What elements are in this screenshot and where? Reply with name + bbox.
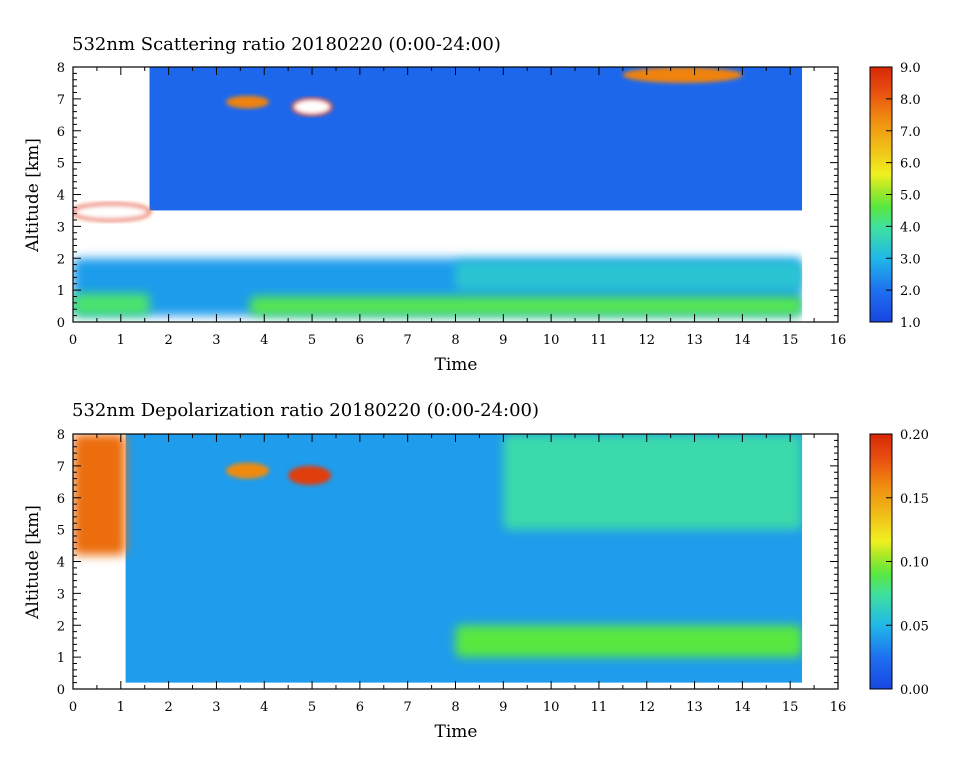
x-tick-label: 3 <box>212 333 220 348</box>
heatmap-cloud <box>288 465 332 485</box>
y-tick-label: 2 <box>57 252 65 267</box>
colorbar: 0.00 0.05 0.10 0.15 0.20 <box>869 428 929 698</box>
x-tick-label: 2 <box>164 700 172 715</box>
x-tick-label: 15 <box>782 333 799 348</box>
colorbar-tick-label: 1.0 <box>900 316 921 331</box>
x-tick-label: 4 <box>260 333 268 348</box>
x-tick-label: 16 <box>830 333 847 348</box>
y-tick-label: 7 <box>57 93 65 108</box>
colorbar-tick-label: 5.0 <box>900 189 921 204</box>
heatmap-plot <box>73 67 803 316</box>
y-tick-label: 1 <box>57 651 65 666</box>
colorbar-tick-label: 0.00 <box>900 683 929 698</box>
colorbar-tick-label: 8.0 <box>900 93 921 108</box>
y-tick-label: 3 <box>57 587 65 602</box>
y-tick-label: 5 <box>57 157 65 172</box>
scattering-ratio-panel: 532nm Scattering ratio 20180220 (0:00-24… <box>23 34 921 375</box>
heatmap-layer <box>503 434 803 530</box>
x-axis-label: Time <box>435 722 478 742</box>
heatmap-background <box>149 67 803 211</box>
x-tick-label: 13 <box>686 700 703 715</box>
depolarization-ratio-panel: 532nm Depolarization ratio 20180220 (0:0… <box>23 400 929 742</box>
y-tick-label: 0 <box>57 683 65 698</box>
colorbar-tick-label: 9.0 <box>900 61 921 76</box>
x-axis-label: Time <box>435 355 478 375</box>
heatmap-cloud <box>73 202 151 222</box>
x-tick-label: 7 <box>404 333 412 348</box>
x-tick-label: 5 <box>308 700 316 715</box>
y-axis-label: Altitude [km] <box>23 138 43 253</box>
y-tick-label: 6 <box>57 492 65 507</box>
x-tick-label: 11 <box>591 333 608 348</box>
y-tick-label: 6 <box>57 125 65 140</box>
y-tick-label: 0 <box>57 316 65 331</box>
x-tick-label: 6 <box>356 700 364 715</box>
heatmap-plot <box>73 434 803 683</box>
y-axis-label: Altitude [km] <box>23 505 43 620</box>
colorbar-tick-label: 0.05 <box>900 619 929 634</box>
x-tick-label: 2 <box>164 333 172 348</box>
x-tick-label: 3 <box>212 700 220 715</box>
x-tick-label: 12 <box>638 700 655 715</box>
x-tick-label: 7 <box>404 700 412 715</box>
heatmap-layer <box>455 261 803 291</box>
x-tick-label: 14 <box>734 333 751 348</box>
heatmap-layer <box>73 293 150 316</box>
x-tick-label: 0 <box>69 700 77 715</box>
x-tick-label: 16 <box>830 700 847 715</box>
heatmap-cloud <box>622 67 743 83</box>
x-tick-label: 11 <box>591 700 608 715</box>
x-tick-label: 4 <box>260 700 268 715</box>
y-tick-label: 7 <box>57 460 65 475</box>
x-tick-label: 14 <box>734 700 751 715</box>
y-tick-label: 4 <box>57 556 65 571</box>
colorbar-tick-label: 2.0 <box>900 284 921 299</box>
x-tick-label: 9 <box>499 333 507 348</box>
x-tick-label: 12 <box>638 333 655 348</box>
x-tick-label: 13 <box>686 333 703 348</box>
heatmap-cloud <box>226 95 270 109</box>
heatmap-layer <box>73 434 126 556</box>
x-tick-label: 6 <box>356 333 364 348</box>
x-tick-label: 8 <box>451 333 459 348</box>
y-tick-label: 8 <box>57 61 65 76</box>
colorbar: 1.0 2.0 3.0 4.0 5.0 6.0 7.0 8.0 9.0 <box>869 61 921 331</box>
colorbar-tick-label: 0.10 <box>900 556 929 571</box>
panel-title: 532nm Scattering ratio 20180220 (0:00-24… <box>72 34 501 55</box>
x-tick-label: 5 <box>308 333 316 348</box>
heatmap-cloud <box>291 97 333 117</box>
colorbar-tick-label: 3.0 <box>900 252 921 267</box>
x-tick-label: 1 <box>117 333 125 348</box>
x-tick-label: 1 <box>117 700 125 715</box>
panel-title: 532nm Depolarization ratio 20180220 (0:0… <box>72 400 539 421</box>
y-tick-label: 8 <box>57 428 65 443</box>
colorbar-tick-label: 0.15 <box>900 492 929 507</box>
y-tick-label: 1 <box>57 284 65 299</box>
y-tick-label: 4 <box>57 189 65 204</box>
x-tick-label: 0 <box>69 333 77 348</box>
y-tick-label: 3 <box>57 220 65 235</box>
colorbar-tick-label: 7.0 <box>900 125 921 140</box>
x-tick-label: 8 <box>451 700 459 715</box>
heatmap-layer <box>249 296 803 316</box>
x-tick-label: 9 <box>499 700 507 715</box>
x-tick-label: 10 <box>543 333 560 348</box>
colorbar-tick-label: 0.20 <box>900 428 929 443</box>
heatmap-cloud <box>226 462 270 479</box>
y-tick-label: 2 <box>57 619 65 634</box>
x-tick-label: 15 <box>782 700 799 715</box>
x-tick-label: 10 <box>543 700 560 715</box>
y-tick-label: 5 <box>57 524 65 539</box>
colorbar-tick-label: 6.0 <box>900 157 921 172</box>
colorbar-tick-label: 4.0 <box>900 220 921 235</box>
heatmap-layer <box>455 625 803 658</box>
